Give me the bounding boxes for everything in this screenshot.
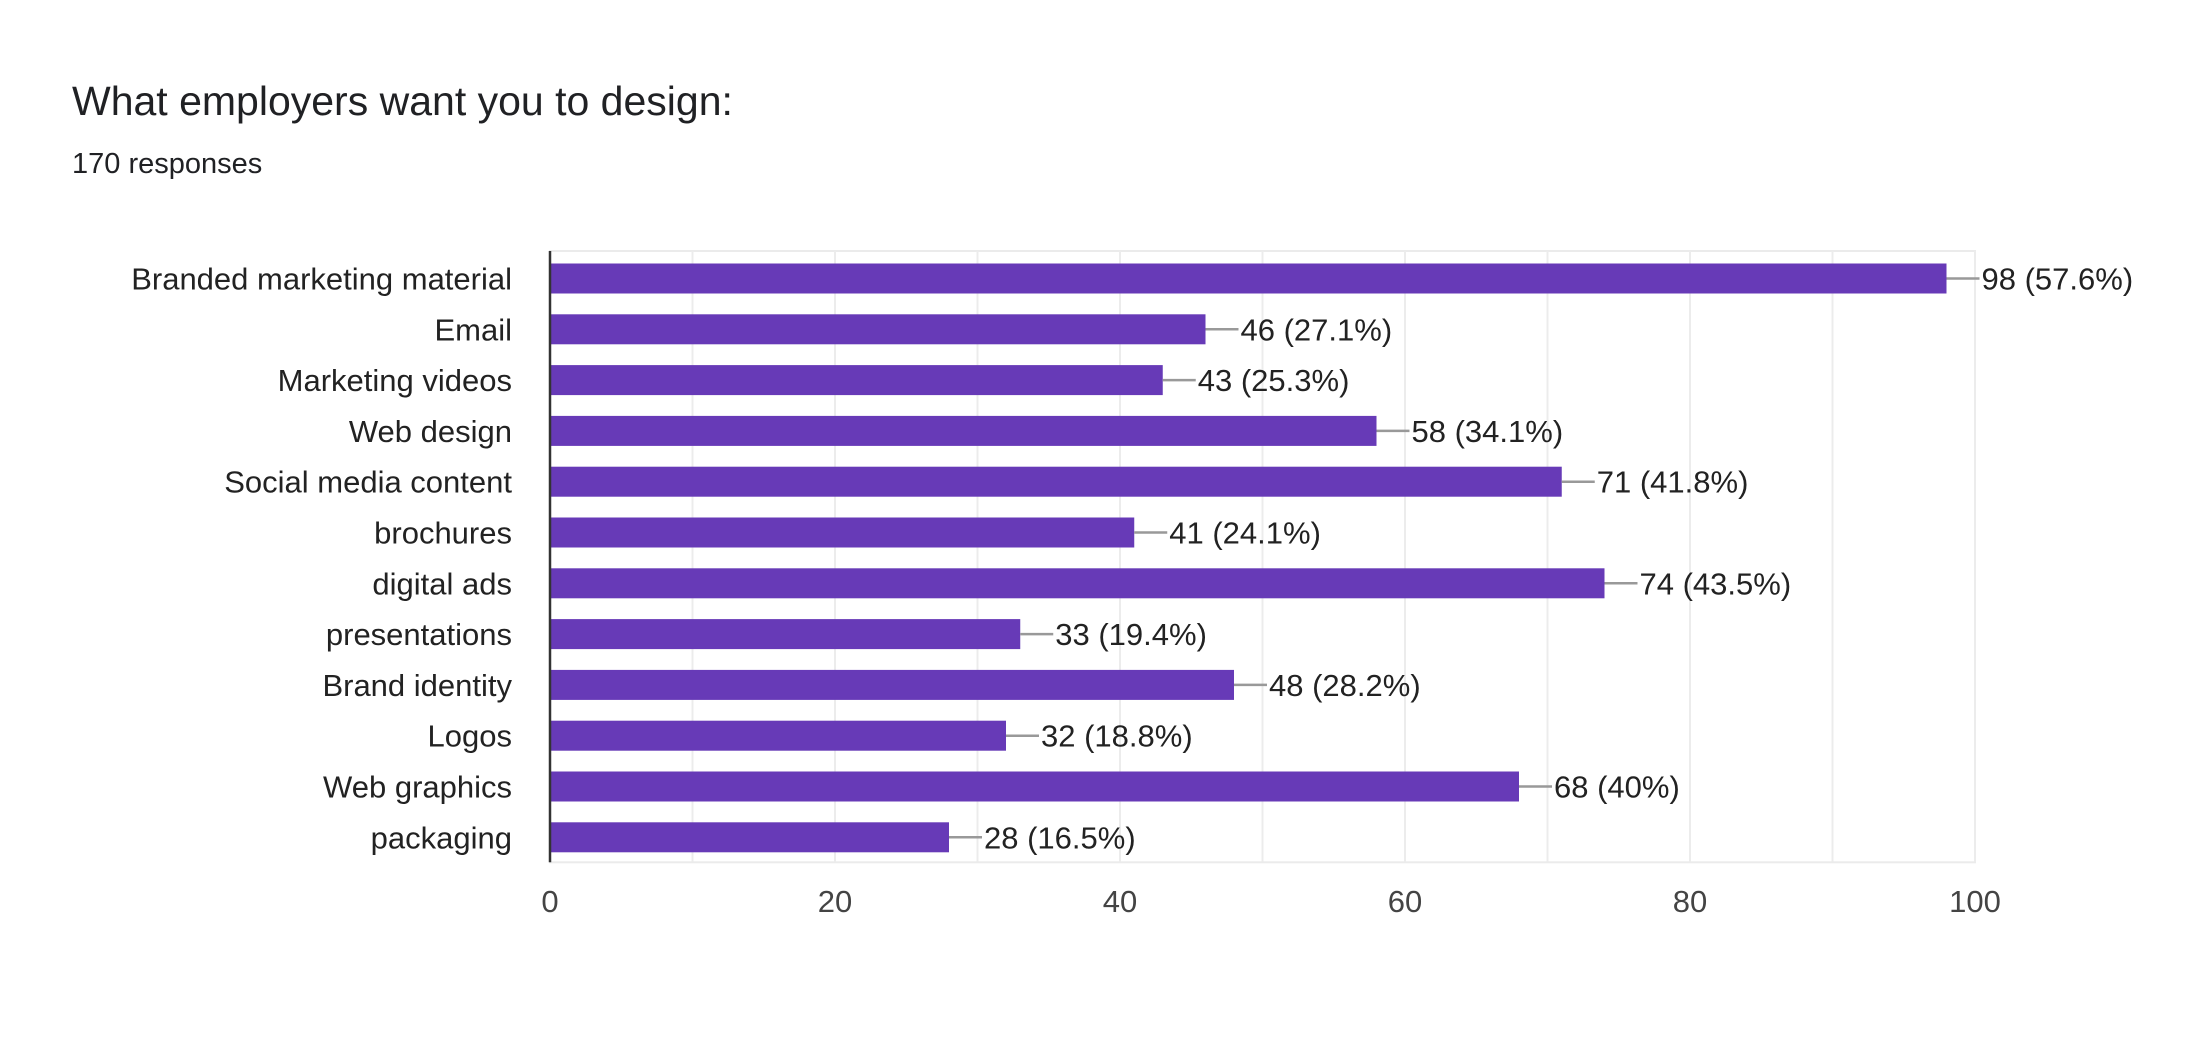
bar	[550, 568, 1605, 599]
x-tick-label: 60	[1388, 884, 1422, 919]
category-label: packaging	[371, 820, 512, 855]
data-label: 43 (25.3%)	[1198, 363, 1350, 398]
bar	[550, 720, 1006, 751]
x-tick-label: 20	[818, 884, 852, 919]
data-label: 71 (41.8%)	[1597, 465, 1749, 500]
category-label: Marketing videos	[278, 363, 512, 398]
data-label: 48 (28.2%)	[1269, 668, 1421, 703]
bar	[550, 415, 1377, 446]
data-label: 32 (18.8%)	[1041, 719, 1193, 754]
x-tick-label: 100	[1949, 884, 2001, 919]
data-label: 74 (43.5%)	[1640, 566, 1792, 601]
bar	[550, 263, 1947, 294]
category-label: Brand identity	[322, 668, 512, 703]
bar	[550, 466, 1562, 497]
bar	[550, 314, 1206, 345]
bar	[550, 517, 1135, 548]
data-label: 68 (40%)	[1554, 770, 1680, 805]
category-label: Email	[434, 312, 512, 347]
x-tick-label: 80	[1673, 884, 1707, 919]
bar	[550, 619, 1021, 650]
data-label: 98 (57.6%)	[1982, 262, 2134, 297]
chart-title: What employers want you to design:	[72, 78, 733, 124]
bar	[550, 669, 1234, 700]
bar	[550, 771, 1519, 802]
bar	[550, 365, 1163, 396]
data-label: 41 (24.1%)	[1169, 516, 1321, 551]
category-label: Web design	[349, 414, 512, 449]
x-tick-label: 40	[1103, 884, 1137, 919]
category-label: digital ads	[372, 566, 512, 601]
data-label: 58 (34.1%)	[1412, 414, 1564, 449]
x-tick-label: 0	[541, 884, 558, 919]
data-label: 33 (19.4%)	[1055, 617, 1207, 652]
category-label: brochures	[374, 516, 512, 551]
data-label: 46 (27.1%)	[1241, 312, 1393, 347]
data-label: 28 (16.5%)	[984, 820, 1136, 855]
category-label: Logos	[428, 719, 512, 754]
category-label: Branded marketing material	[131, 262, 512, 297]
response-count: 170 responses	[72, 148, 263, 180]
category-label: Web graphics	[323, 770, 512, 805]
category-label: Social media content	[224, 465, 512, 500]
category-label: presentations	[326, 617, 512, 652]
bar	[550, 822, 949, 853]
